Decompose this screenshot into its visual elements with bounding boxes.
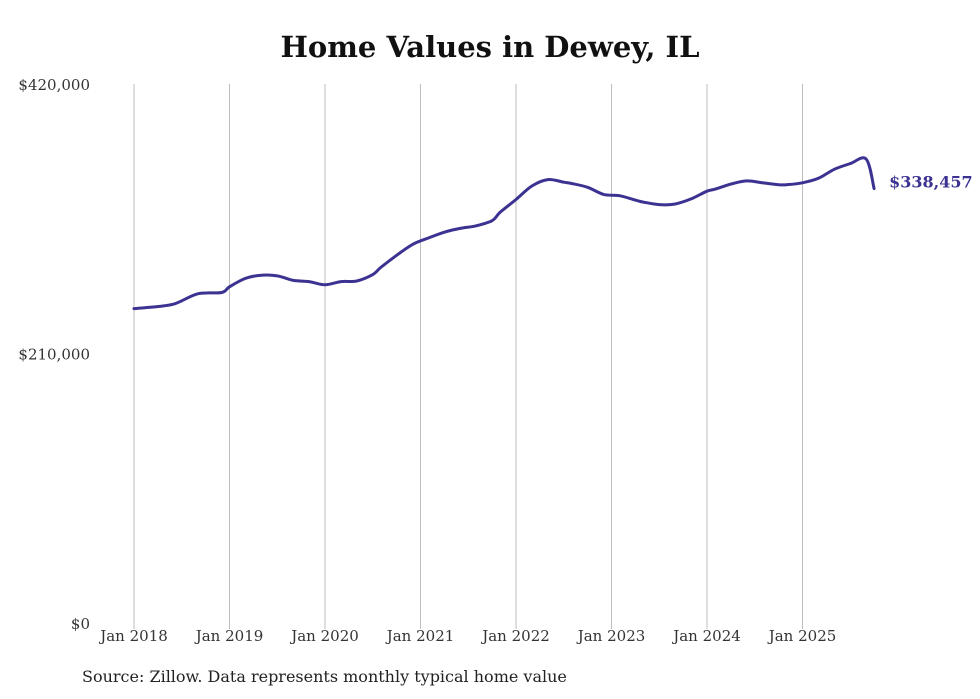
x-tick-label: Jan 2022 <box>480 627 550 645</box>
gridlines <box>133 84 803 629</box>
x-axis-ticks: Jan 2018 Jan 2019 Jan 2020 Jan 2021 Jan 2022… <box>98 627 836 645</box>
series-line-home-value <box>132 156 876 311</box>
x-tick-label: Jan 2024 <box>671 627 741 645</box>
end-value-label: $338,457 <box>889 173 973 192</box>
x-tick-label: Jan 2020 <box>289 627 359 645</box>
source-note: Source: Zillow. Data represents monthly … <box>82 667 567 686</box>
y-tick-label: $210,000 <box>18 346 90 364</box>
y-axis-ticks: $0 $210,000 $420,000 <box>18 76 90 633</box>
y-tick-label: $0 <box>71 615 90 633</box>
x-tick-label: Jan 2023 <box>576 627 646 645</box>
x-tick-label: Jan 2019 <box>194 627 264 645</box>
x-tick-label: Jan 2018 <box>98 627 168 645</box>
y-tick-label: $420,000 <box>18 76 90 94</box>
chart-title: Home Values in Dewey, IL <box>280 30 700 64</box>
x-tick-label: Jan 2025 <box>767 627 837 645</box>
x-tick-label: Jan 2021 <box>385 627 455 645</box>
